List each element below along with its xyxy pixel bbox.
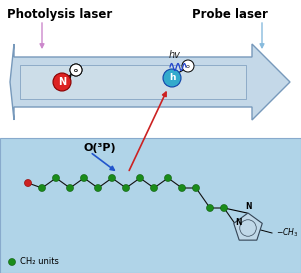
Text: o: o [74, 67, 78, 73]
Text: hv: hv [169, 50, 181, 60]
Text: $-CH_3$: $-CH_3$ [276, 227, 299, 239]
Polygon shape [10, 44, 290, 120]
Circle shape [108, 174, 116, 182]
Circle shape [150, 185, 157, 191]
Text: o: o [74, 67, 78, 73]
Circle shape [80, 174, 88, 182]
Circle shape [70, 64, 82, 76]
Circle shape [163, 69, 181, 87]
Text: Photolysis laser: Photolysis laser [8, 8, 113, 21]
Text: Probe laser: Probe laser [192, 8, 268, 21]
Text: N: N [236, 218, 242, 227]
Circle shape [165, 174, 172, 182]
Bar [0, 138, 301, 273]
Circle shape [24, 180, 32, 186]
Circle shape [136, 174, 144, 182]
Circle shape [193, 185, 200, 191]
Circle shape [123, 185, 129, 191]
Circle shape [39, 185, 45, 191]
Text: o: o [186, 64, 190, 69]
Circle shape [206, 204, 213, 212]
Text: N: N [245, 202, 251, 211]
Circle shape [95, 185, 101, 191]
Circle shape [67, 185, 73, 191]
Bar [20, 65, 246, 99]
Circle shape [70, 64, 82, 76]
Text: CH₂ units: CH₂ units [20, 257, 59, 266]
Polygon shape [234, 213, 262, 240]
Circle shape [8, 259, 15, 266]
Bar [0, 0, 301, 138]
Circle shape [53, 73, 71, 91]
Text: O(³P): O(³P) [84, 143, 116, 153]
Text: N: N [58, 77, 66, 87]
Text: h: h [169, 73, 175, 82]
Circle shape [52, 174, 60, 182]
Circle shape [221, 204, 228, 212]
Circle shape [178, 185, 185, 191]
Circle shape [182, 60, 194, 72]
